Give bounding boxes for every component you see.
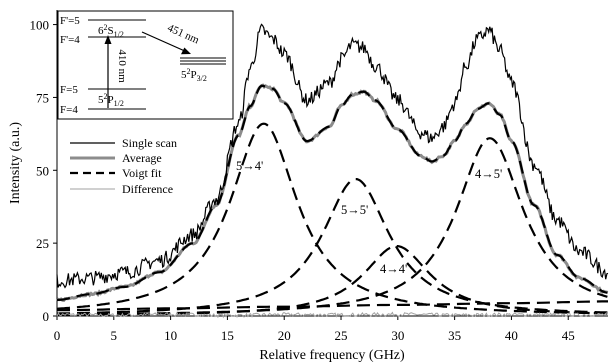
y-tick-label: 25 [36, 236, 49, 251]
x-tick-label: 25 [335, 328, 348, 343]
y-tick-label: 50 [36, 163, 49, 178]
y-tick-label: 100 [30, 18, 50, 33]
level-label-f4-upper: F'=4 [60, 34, 80, 46]
voigt-component-1 [57, 178, 608, 315]
component-label-4-4: 4→4' [380, 262, 407, 276]
state-label-5p32: 52P3/2 [181, 67, 207, 83]
legend-label-average: Average [122, 151, 162, 165]
component-label-5-5: 5→5' [341, 203, 368, 217]
x-tick-label: 45 [562, 328, 575, 343]
x-tick-label: 15 [221, 328, 234, 343]
data-layer [56, 23, 609, 319]
legend-label-single-scan: Single scan [122, 136, 177, 150]
x-tick-label: 20 [278, 328, 291, 343]
x-axis-label: Relative frequency (GHz) [259, 348, 405, 363]
voigt-baseline [57, 300, 608, 312]
inset-frame [57, 10, 234, 120]
excitation-arrow-410-head [104, 35, 112, 44]
level-label-f4-lower: F=4 [60, 104, 78, 116]
y-tick-label: 0 [43, 309, 50, 324]
x-tick-label: 40 [505, 328, 518, 343]
plot-axes [56, 10, 608, 317]
x-tick-label: 30 [391, 328, 404, 343]
voigt-component-3 [57, 137, 608, 316]
series-difference [56, 311, 609, 319]
legend-label-difference: Difference [122, 182, 173, 196]
x-tick-label: 35 [448, 328, 461, 343]
y-ticks: 0 25 50 75 100 [30, 18, 57, 324]
level-label-f5-lower: F=5 [60, 84, 78, 96]
legend-label-voigt-fit: Voigt fit [122, 166, 162, 180]
wavelength-label-410: 410 nm [116, 49, 128, 83]
component-label-4-5: 4→5' [475, 167, 502, 181]
y-tick-label: 75 [36, 90, 49, 105]
state-label-5p12: 52P1/2 [98, 92, 124, 108]
legend: Single scan Average Voigt fit Difference [70, 136, 177, 196]
emission-arrow-451-head [181, 47, 191, 55]
series-voigt-fit [56, 84, 608, 302]
x-tick-label: 0 [54, 328, 61, 343]
voigt-component-0 [56, 122, 608, 315]
x-ticks: 0 5 10 15 20 25 30 35 40 45 [54, 316, 575, 343]
level-label-f5-upper: F'=5 [60, 15, 80, 27]
series-single-scan [56, 23, 609, 289]
x-tick-label: 5 [111, 328, 118, 343]
x-tick-label: 10 [164, 328, 177, 343]
emission-arrow-451 [141, 31, 188, 53]
state-label-6s12: 62S1/2 [98, 23, 124, 39]
energy-level-inset: F'=5 F'=4 62S1/2 410 nm 451 nm 52P3/2 F=… [57, 10, 234, 120]
component-label-5-4: 5→4' [236, 159, 263, 173]
y-axis-label: Intensity (a.u.) [8, 122, 23, 204]
